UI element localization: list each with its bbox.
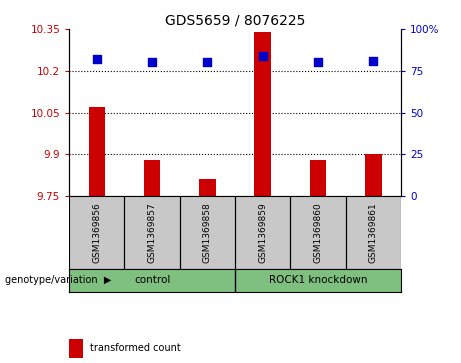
Bar <box>199 179 216 196</box>
Text: GSM1369856: GSM1369856 <box>92 202 101 263</box>
Bar <box>365 154 382 196</box>
Bar <box>290 196 346 269</box>
Point <box>370 58 377 64</box>
Point <box>204 60 211 65</box>
Text: GSM1369859: GSM1369859 <box>258 202 267 263</box>
Text: GSM1369860: GSM1369860 <box>313 202 323 263</box>
Bar <box>235 196 290 269</box>
Text: GSM1369861: GSM1369861 <box>369 202 378 263</box>
Point <box>148 60 156 65</box>
Title: GDS5659 / 8076225: GDS5659 / 8076225 <box>165 14 305 28</box>
Point <box>314 60 322 65</box>
Text: ROCK1 knockdown: ROCK1 knockdown <box>269 276 367 285</box>
Bar <box>310 160 326 196</box>
Text: transformed count: transformed count <box>90 343 181 354</box>
Point <box>93 56 100 62</box>
Bar <box>144 160 160 196</box>
Bar <box>124 196 180 269</box>
Bar <box>69 196 124 269</box>
Bar <box>180 196 235 269</box>
Point <box>259 53 266 59</box>
Bar <box>254 32 271 196</box>
Bar <box>89 107 105 196</box>
Bar <box>346 196 401 269</box>
Text: GSM1369858: GSM1369858 <box>203 202 212 263</box>
Text: control: control <box>134 276 170 285</box>
Text: genotype/variation  ▶: genotype/variation ▶ <box>5 276 111 285</box>
Text: GSM1369857: GSM1369857 <box>148 202 157 263</box>
